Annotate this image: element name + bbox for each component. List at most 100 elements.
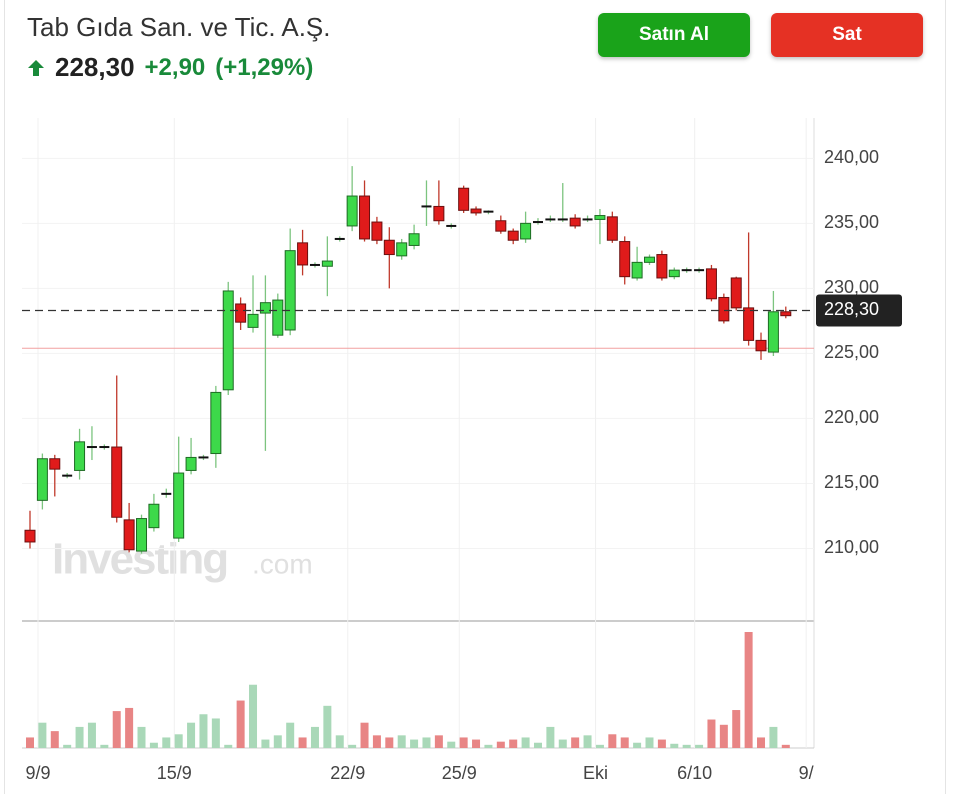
candle-body [545,218,556,221]
volume-bar [744,632,753,748]
volume-bar [261,739,270,748]
x-tick-label: 9/ [799,763,814,783]
candle-body [272,299,284,336]
sell-button[interactable]: Sat [771,13,923,57]
candle-body [681,269,692,272]
y-tick-label: 220,00 [824,407,879,427]
x-tick-label: 22/9 [330,763,365,783]
volume-bar [583,735,592,748]
candle-body [694,269,705,272]
volume-bar [397,735,406,748]
volume-bar [137,726,146,748]
candle-body [321,260,333,267]
candle-body [755,339,767,352]
candle-body [408,233,420,246]
candle-body [557,218,568,221]
volume-bar [620,737,629,748]
volume-bar [323,705,332,748]
candle-body [718,296,730,322]
volume-bar [608,734,617,748]
volume-bar [199,714,208,748]
volume-bar [732,710,741,748]
volume-bar [310,726,319,748]
volume-bar [719,724,728,748]
y-tick-label: 215,00 [824,472,879,492]
volume-bar [298,737,307,748]
volume-bar [286,722,295,748]
candle-body [259,302,271,314]
candle-body [532,221,543,224]
volume-bar [595,744,604,748]
candle-body [99,446,110,449]
candle-body [767,311,779,353]
candle-body [123,519,135,551]
quote: 228,30 +2,90 (+1,29%) [27,52,313,83]
candle-body [383,239,395,256]
last-price-label: 228,30 [824,299,879,319]
volume-bar [434,735,443,748]
x-tick-label: 15/9 [157,763,192,783]
candle-body [371,221,383,241]
volume-bar [38,722,47,748]
volume-bar [224,744,233,748]
volume-bar [335,735,344,748]
candle-body [495,220,507,232]
candle-body [569,217,581,227]
volume-bar [87,722,96,748]
candle-body [743,307,755,341]
volume-bar [707,719,716,748]
y-tick-label: 225,00 [824,342,879,362]
volume-bar [670,743,679,748]
volume-bar [149,742,158,748]
candle-body [74,441,86,471]
candle-body [631,261,643,279]
candle-body [594,215,606,220]
up-arrow-icon [28,59,44,76]
volume-bar [75,726,84,748]
candle-body [346,195,358,227]
volume-bar [360,722,369,748]
volume-bar [26,737,34,748]
volume-bar [125,707,134,748]
price: 228,30 [55,52,135,82]
volume-bar [571,737,580,748]
volume-bar [112,711,121,748]
volume-bar [781,744,790,748]
candle-body [222,290,234,391]
candle-body [49,458,61,470]
x-tick-label: 9/9 [25,763,50,783]
candle-body [210,391,222,455]
candle-body [198,456,209,459]
candle-body [36,458,48,501]
x-tick-label: 25/9 [442,763,477,783]
candle-body [433,205,445,222]
volume-bar [422,737,431,748]
change: +2,90 [144,53,206,81]
volume-bar [695,744,704,748]
candle-body [446,224,457,227]
buy-button[interactable]: Satın Al [598,13,750,57]
volume-bar [211,718,220,748]
volume-bar [459,737,468,748]
volume-bar [385,737,394,748]
candle-body [396,242,408,257]
candle-body [111,446,123,518]
volume-bar [100,744,109,748]
widget-card: Tab Gıda San. ve Tic. A.Ş. 228,30 +2,90 … [4,0,946,794]
candle-body [86,446,97,449]
volume-bar [187,722,196,748]
candle-body [780,311,792,317]
y-tick-label: 210,00 [824,537,879,557]
candle-body [24,529,36,543]
volume-bar [410,739,419,748]
candle-body [458,187,470,211]
candle-body [359,195,371,240]
volume-bar [273,735,282,748]
candle-body [705,268,717,300]
candle-body [421,205,432,208]
candle-body [284,250,296,331]
volume-bar [533,742,542,748]
candle-body [161,492,172,495]
candle-body [173,472,185,539]
